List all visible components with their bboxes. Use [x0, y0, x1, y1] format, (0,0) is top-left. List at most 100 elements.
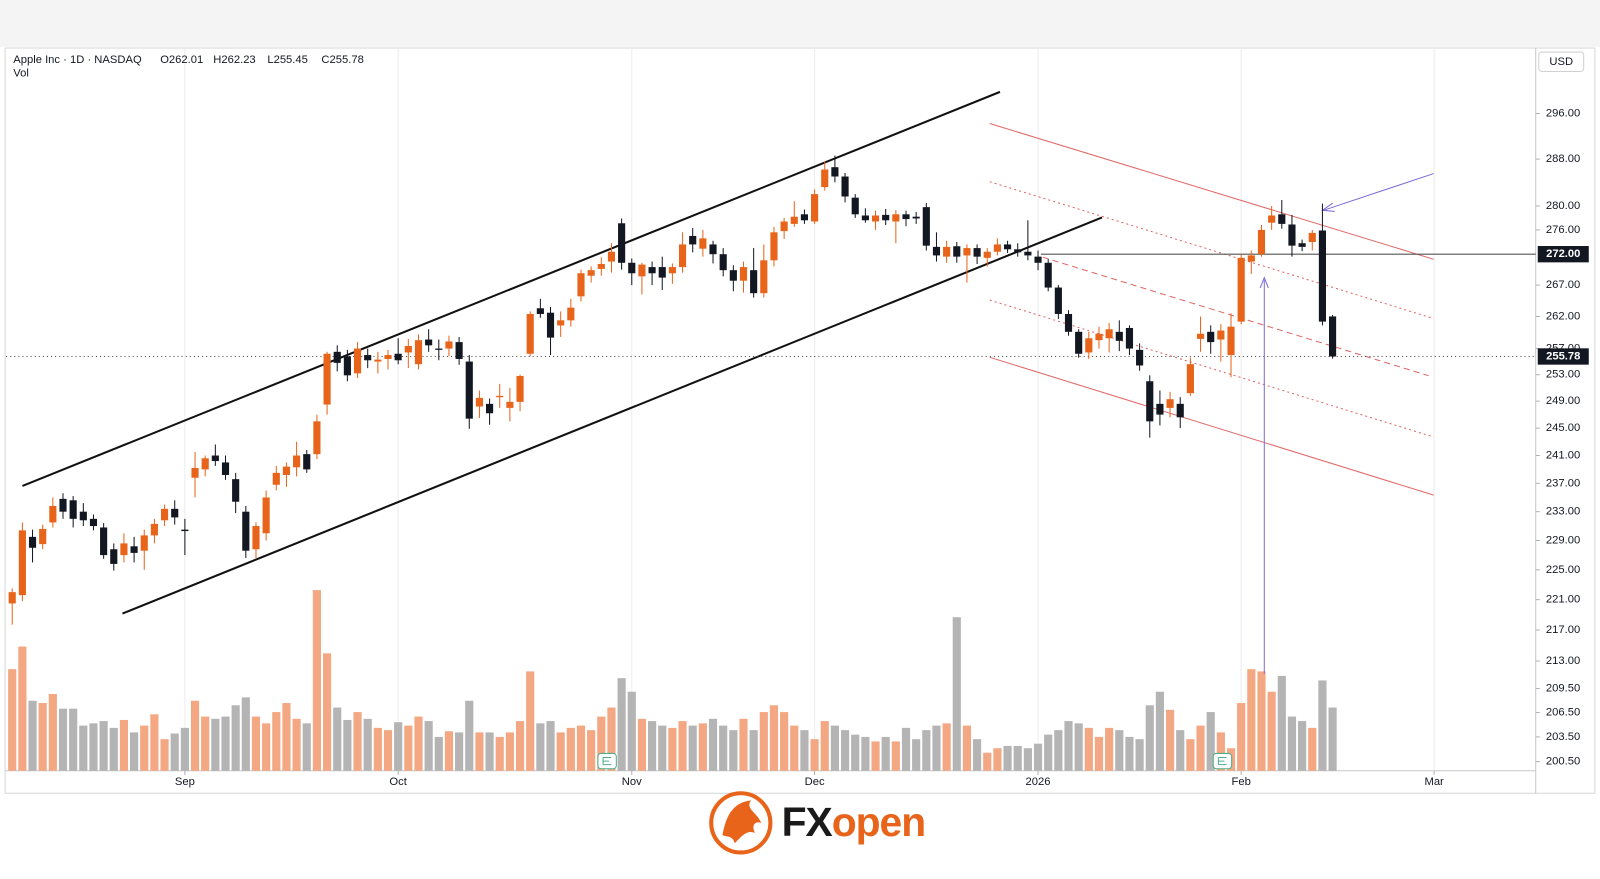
candle-body — [404, 345, 412, 353]
candle-body — [800, 214, 809, 221]
candle-body — [1247, 255, 1255, 262]
grid-layer — [184, 49, 1435, 771]
candle-body — [861, 215, 869, 221]
candle-body — [1257, 229, 1266, 255]
candle-body — [678, 244, 687, 268]
x-tick-label: 2026 — [1026, 776, 1051, 788]
y-tick-label: 225.00 — [1546, 564, 1580, 576]
volume-bar — [485, 732, 494, 771]
pointer-arrow — [1323, 173, 1434, 211]
volume-bar — [343, 719, 352, 771]
volume-bar — [891, 741, 900, 771]
volume-bar — [515, 721, 525, 771]
candle-body — [333, 351, 341, 363]
volume-bar — [668, 727, 677, 771]
candle-body — [1024, 251, 1032, 256]
volume-bar — [1196, 725, 1205, 771]
volume-bar — [912, 739, 921, 771]
volume-bar — [414, 716, 423, 771]
volume-bar — [58, 708, 68, 771]
volume-bar — [1145, 705, 1154, 771]
candle-body — [831, 167, 839, 177]
candle-body — [516, 375, 524, 402]
pitchfork-median — [1042, 256, 1429, 377]
volume-bar — [840, 730, 850, 771]
y-tick-label: 288.00 — [1546, 153, 1580, 165]
candle-body — [1237, 257, 1245, 322]
volume-bar — [1277, 675, 1286, 771]
axis-layer: Sep Oct Nov Dec 2026 Feb Mar 296.00 288.00 280.00… — [175, 107, 1589, 788]
volume-bar — [648, 721, 657, 771]
volume-bar — [759, 712, 768, 771]
currency-box[interactable] — [1538, 51, 1585, 72]
candle-body — [1054, 287, 1062, 314]
candle-body — [69, 500, 77, 519]
candle-body — [973, 248, 981, 257]
candle-body — [110, 549, 118, 564]
candle-body — [993, 244, 1001, 252]
candle-body — [425, 339, 433, 346]
volume-bar — [698, 723, 707, 771]
candle-body — [1115, 331, 1123, 341]
candle-body — [1176, 403, 1184, 418]
candle-body — [922, 207, 930, 246]
candle-body — [475, 397, 483, 407]
channel-upper — [22, 90, 1001, 487]
volume-bar — [99, 721, 108, 771]
currency-label[interactable]: USD — [1549, 56, 1573, 68]
candle-body — [567, 307, 575, 321]
volume-bar — [8, 669, 17, 771]
volume-bar — [1013, 745, 1022, 771]
candle-body — [120, 543, 128, 556]
volume-bar — [383, 730, 393, 771]
volume-bar — [211, 718, 220, 771]
candle-body — [943, 246, 951, 257]
volume-bar — [1186, 739, 1195, 771]
y-tick-label: 221.00 — [1546, 594, 1580, 606]
volume-bar — [1206, 712, 1215, 771]
price-line-box — [1537, 246, 1589, 263]
volume-bar — [729, 730, 738, 771]
candle-body — [130, 546, 138, 553]
candle-body — [313, 421, 321, 455]
volume-bar — [505, 732, 514, 771]
candle-body — [1207, 331, 1215, 343]
y-tick-label: 249.00 — [1546, 395, 1580, 407]
volume-bar — [79, 725, 88, 771]
candle-body — [1308, 232, 1316, 243]
candle-body — [394, 353, 402, 361]
earnings-glyph — [602, 757, 612, 766]
candle-body — [79, 511, 87, 521]
candle-body — [963, 248, 971, 256]
volume-bar — [89, 723, 98, 771]
volume-bar — [1287, 716, 1297, 771]
volume-bar — [190, 700, 200, 771]
candle-body — [953, 246, 961, 257]
volume-bar — [404, 725, 413, 771]
candle-body — [1146, 381, 1154, 422]
volume-bar — [820, 721, 829, 771]
candle-body — [262, 497, 270, 534]
symbol-title: Apple Inc · 1D · NASDAQ — [13, 54, 142, 66]
volume-bar — [1023, 748, 1032, 771]
candle-body — [191, 467, 199, 478]
volume-bar — [800, 730, 809, 771]
candle-body — [597, 264, 605, 269]
x-tick-label: Mar — [1424, 776, 1444, 788]
candle-body — [353, 348, 362, 374]
candle-body — [160, 508, 169, 521]
candle-body — [1125, 327, 1134, 349]
volume-bar — [48, 693, 57, 771]
candle-body — [1044, 262, 1052, 288]
y-tick-label: 276.00 — [1546, 224, 1580, 236]
y-tick-label: 203.50 — [1546, 731, 1580, 743]
candle-body — [1034, 256, 1042, 263]
candle-body — [100, 527, 108, 556]
candle-body — [414, 340, 423, 365]
brand-wordmark: FXopen — [782, 799, 925, 845]
price-lines — [6, 253, 1536, 357]
volume-bar — [719, 725, 728, 771]
candle-body — [871, 215, 880, 222]
candle-body — [1166, 399, 1174, 408]
